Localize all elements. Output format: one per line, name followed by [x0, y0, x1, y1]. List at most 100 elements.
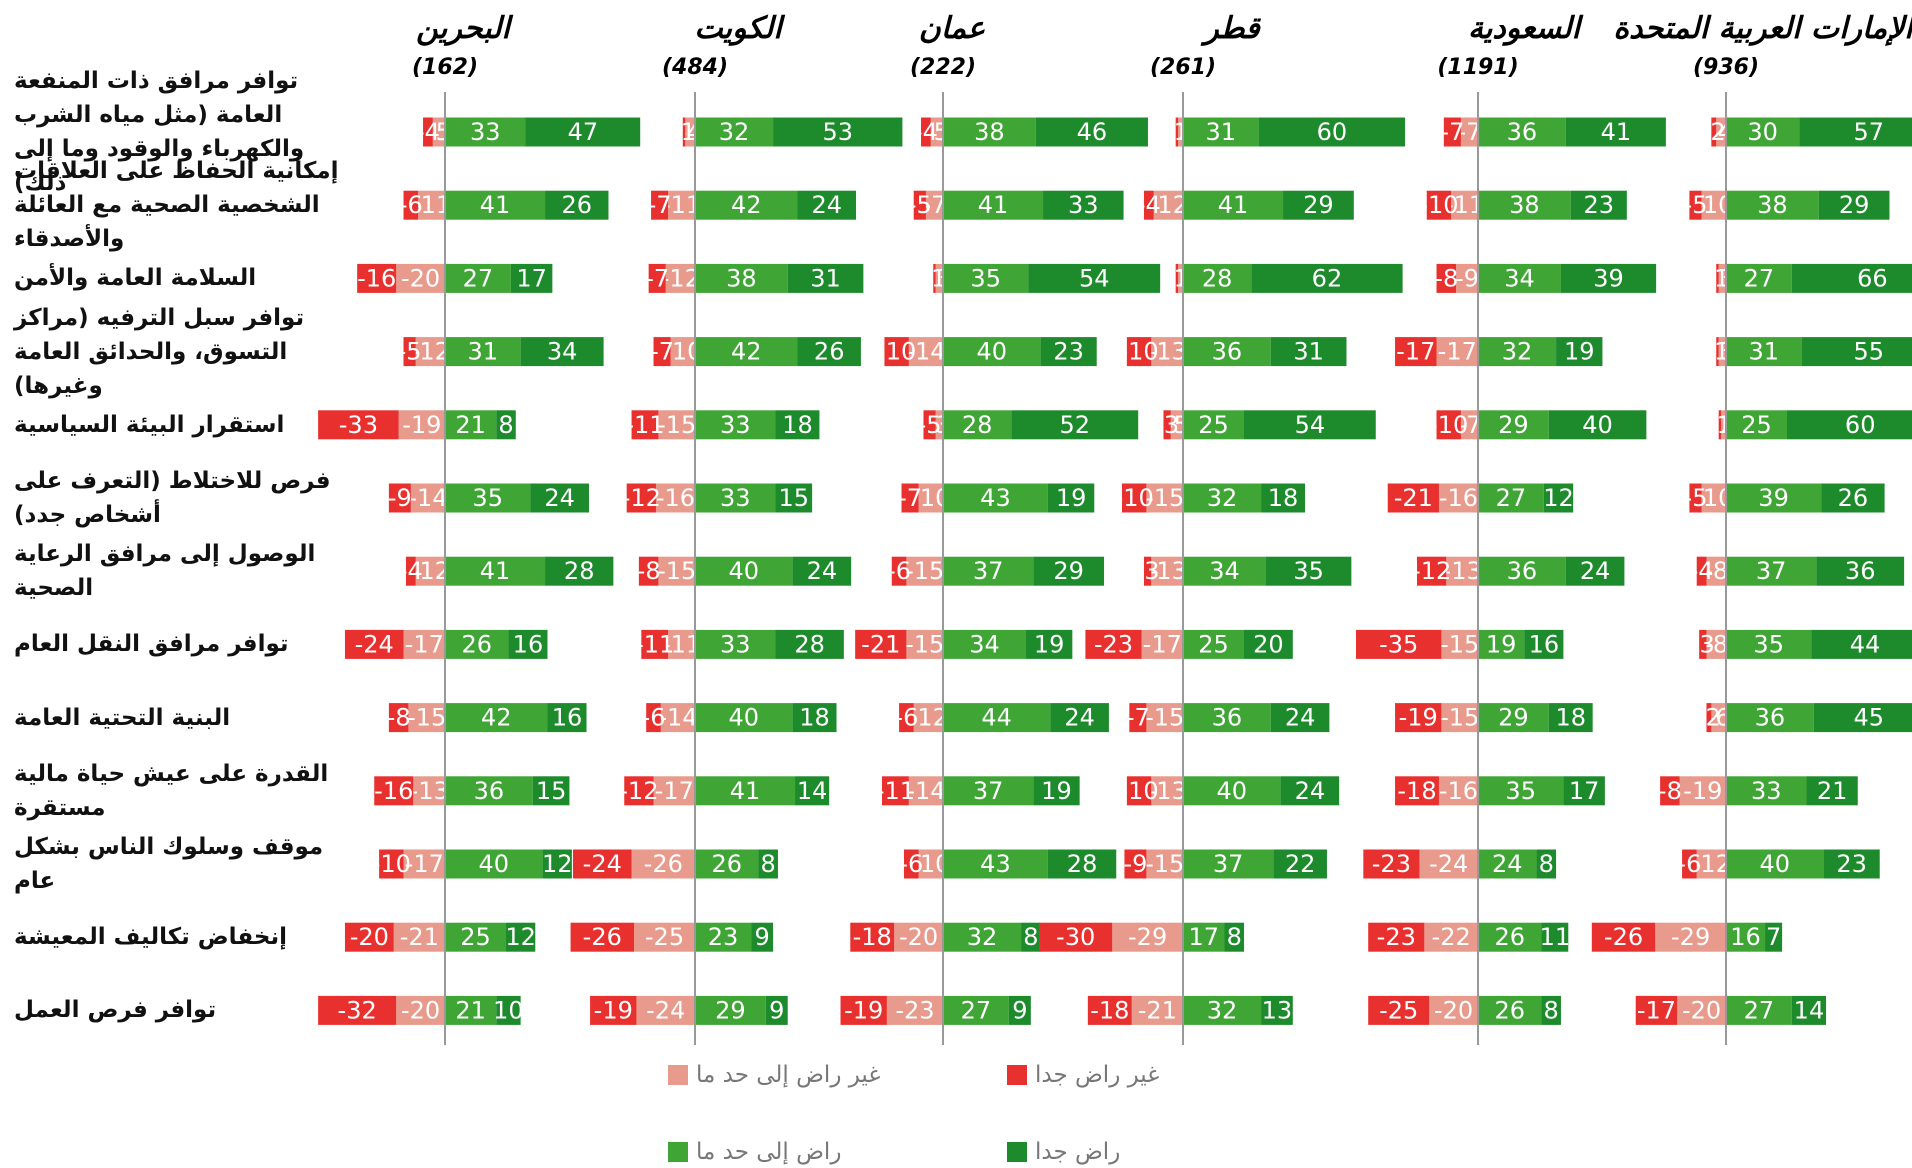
value-label: 37	[973, 557, 1004, 585]
value-label: 9	[1012, 996, 1027, 1024]
bar-segment	[344, 922, 394, 952]
value-label: 19	[1056, 484, 1087, 512]
bar-segment	[1251, 263, 1403, 293]
bar-segment	[1711, 703, 1726, 733]
bar-segment	[1701, 483, 1726, 513]
bar-segment	[797, 337, 861, 367]
bar-segment	[918, 483, 943, 513]
bar-segment	[418, 190, 445, 220]
bar-segment	[695, 849, 759, 879]
value-label: 26	[1494, 996, 1525, 1024]
value-label: -23	[1372, 850, 1411, 878]
bar-segment	[1143, 190, 1154, 220]
bar-segment	[795, 776, 830, 806]
panel-title: عمان	[919, 11, 986, 46]
value-label: 45	[1853, 704, 1884, 732]
value-label: 36	[474, 777, 505, 805]
value-label: -29	[1128, 923, 1167, 951]
bar-segment	[1541, 995, 1561, 1025]
bar-segment	[1424, 922, 1478, 952]
value-label: -12	[411, 557, 450, 585]
bar-segment	[646, 703, 661, 733]
category-label: توافر مرافق النقل العام	[14, 631, 289, 658]
value-label: -6	[894, 704, 918, 732]
bar-segment	[1035, 117, 1148, 147]
value-label: 37	[973, 777, 1004, 805]
bar-segment	[653, 337, 671, 367]
bar-segment	[1143, 556, 1152, 586]
panel-title: الكويت	[694, 11, 785, 46]
value-label: 54	[1079, 264, 1110, 292]
bar-segment	[1726, 849, 1824, 879]
bar-segment	[1791, 263, 1912, 293]
value-label: 39	[1758, 484, 1789, 512]
bar-segment	[445, 995, 497, 1025]
value-label: -12	[909, 704, 948, 732]
bar-segment	[1696, 556, 1707, 586]
bar-segment	[1008, 995, 1031, 1025]
value-label: -7	[1457, 411, 1481, 439]
category-label: استقرار البيئة السياسية	[14, 411, 285, 438]
value-label: 26	[1494, 923, 1525, 951]
value-label: -19	[1399, 704, 1438, 732]
bar-segment	[1183, 117, 1259, 147]
bar-segment	[943, 190, 1044, 220]
value-label: 36	[1845, 557, 1876, 585]
bar-segment	[1183, 629, 1244, 659]
bar-segment	[695, 776, 796, 806]
bar-segment	[943, 922, 1022, 952]
bar-segment	[1043, 190, 1124, 220]
value-label: 34	[1209, 557, 1240, 585]
value-label: -12	[1149, 191, 1188, 219]
value-label: 40	[1760, 850, 1791, 878]
value-label: -20	[350, 923, 389, 951]
bar-segment	[1478, 703, 1549, 733]
value-label: 52	[1059, 411, 1090, 439]
bar-segment	[1701, 190, 1726, 220]
bar-segment	[1635, 995, 1678, 1025]
value-label: 29	[1839, 191, 1870, 219]
bar-segment	[1478, 776, 1564, 806]
value-label: -10	[1119, 338, 1158, 366]
bar-segment	[665, 263, 695, 293]
bar-segment	[695, 483, 776, 513]
value-label: -29	[1671, 923, 1710, 951]
bar-segment	[1791, 995, 1827, 1025]
bar-segment	[1028, 263, 1161, 293]
bar-segment	[1047, 483, 1095, 513]
bar-segment	[1438, 776, 1478, 806]
bar-segment	[1417, 556, 1447, 586]
value-label: -15	[657, 411, 696, 439]
value-label: 33	[1068, 191, 1099, 219]
bar-segment	[388, 483, 411, 513]
bar-segment	[695, 629, 776, 659]
value-label: 41	[480, 557, 511, 585]
value-label: 21	[455, 411, 486, 439]
bar-segment	[1183, 190, 1284, 220]
bar-segment	[894, 922, 943, 952]
value-label: 43	[980, 484, 1011, 512]
value-label: -23	[895, 996, 934, 1024]
value-label: 8	[1023, 923, 1038, 951]
value-label: -7	[1440, 118, 1464, 146]
bar-segment	[930, 117, 943, 147]
bar-segment	[1716, 337, 1719, 367]
bar-segment	[445, 629, 509, 659]
bar-segment	[925, 190, 943, 220]
bar-segment	[943, 410, 1012, 440]
category-label: إنخفاض تكاليف المعيشة	[14, 924, 287, 951]
bar-segment	[1818, 190, 1890, 220]
bar-segment	[1563, 776, 1605, 806]
bar-segment	[1478, 849, 1537, 879]
value-label: 42	[731, 191, 762, 219]
bar-segment	[631, 410, 659, 440]
bar-segment	[943, 556, 1034, 586]
bar-segment	[935, 410, 943, 440]
category-label: موقف وسلوك الناس بشكل عام	[14, 834, 324, 894]
bar-segment	[1716, 117, 1726, 147]
value-label: 40	[729, 704, 760, 732]
bar-segment	[1395, 703, 1442, 733]
value-label: -5	[918, 411, 942, 439]
value-label: 32	[719, 118, 750, 146]
value-label: -19	[402, 411, 441, 439]
